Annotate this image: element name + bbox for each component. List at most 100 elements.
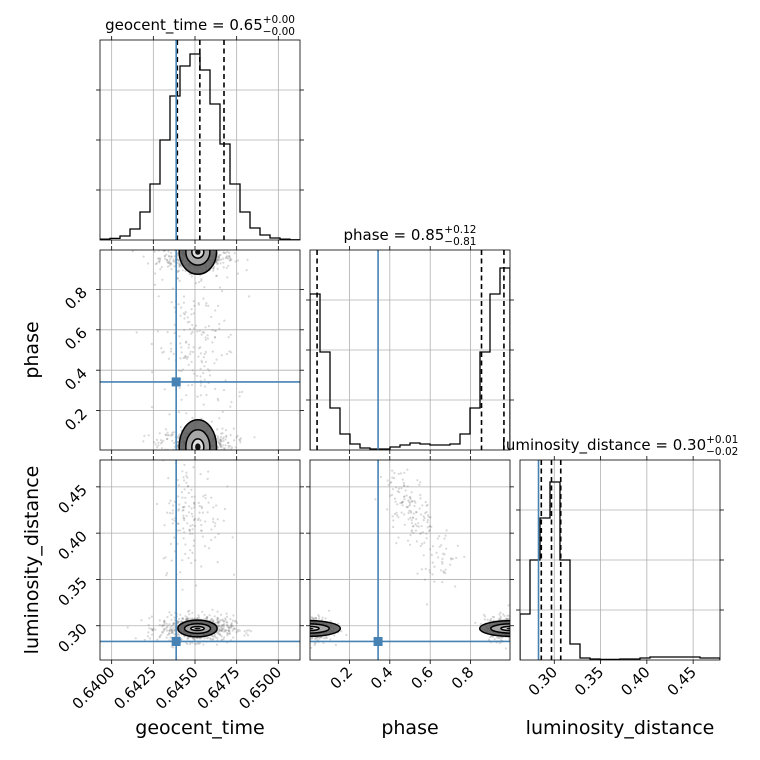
scatter-point [150,342,153,346]
scatter-point [191,551,194,555]
scatter-point [423,578,426,581]
scatter-point [403,484,406,487]
scatter-point [511,634,513,636]
y-tick-label: 0.8 [61,283,91,313]
scatter-point [181,617,184,620]
scatter-point [215,274,218,277]
scatter-point [223,507,227,511]
scatter-point [219,445,222,448]
scatter-point [514,627,516,629]
scatter-point [169,626,172,629]
x-tick-label: 0.40 [617,663,653,699]
scatter-point [188,609,191,613]
scatter-point [227,626,230,629]
scatter-point [222,628,225,631]
scatter-point [409,516,412,520]
scatter-point [220,354,223,357]
scatter-point [190,275,193,278]
scatter-point [164,556,167,559]
scatter-point [177,303,180,306]
scatter-point [503,614,506,618]
scatter-point [414,523,417,526]
scatter-point [161,452,163,454]
scatter-point [205,302,208,305]
scatter-point [226,634,229,637]
scatter-point [196,641,200,645]
scatter-point [211,619,214,622]
scatter-point [168,628,171,631]
scatter-point [208,369,211,372]
scatter-point [201,331,204,334]
scatter-point [224,630,227,633]
scatter-point [150,450,152,452]
scatter-point [201,243,203,245]
scatter-point [216,621,219,624]
scatter-point [207,636,210,639]
contour-line [190,625,205,632]
scatter-point [193,502,196,505]
scatter-point [151,371,154,374]
scatter-point [188,528,191,531]
scatter-point [213,451,215,453]
x-tick-label: 0.6475 [194,663,244,713]
scatter-point [162,624,165,627]
scatter-point [493,616,496,619]
scatter-point [182,312,185,315]
scatter-point [324,637,327,640]
scatter-point [438,545,441,548]
scatter-point [150,615,153,618]
scatter-point [219,443,222,446]
scatter-point [176,454,178,456]
scatter-point [229,405,232,408]
scatter-point [217,436,220,440]
scatter-point [303,635,305,637]
scatter-point [212,267,215,270]
scatter-point [511,632,513,634]
scatter-point [222,266,225,269]
scatter-point [226,276,229,279]
scatter-point [185,412,188,415]
scatter-point [415,518,418,521]
scatter-point [517,636,519,638]
scatter-point [486,618,489,621]
scatter-point [216,435,219,438]
scatter-point [168,413,171,416]
scatter-point [172,646,175,649]
scatter-point [216,453,218,455]
scatter-point [202,372,205,375]
scatter-point [208,248,210,250]
axes-frame [99,249,301,451]
scatter-point [421,504,424,507]
scatter-point [301,616,303,618]
scatter-point [164,428,168,431]
scatter-point [189,350,192,353]
scatter-point [165,457,167,459]
scatter-point [197,501,200,504]
scatter-point [169,542,172,546]
scatter-point [172,626,175,630]
scatter-point [209,450,211,452]
scatter-point [172,622,175,625]
scatter-point [511,630,513,632]
y-axis-label: luminosity_distance [21,466,43,655]
scatter-point [185,618,188,622]
scatter-point [222,257,225,260]
scatter-point [310,616,313,619]
scatter-point [210,528,213,531]
scatter-point [227,628,230,632]
scatter-point [401,500,404,503]
scatter-point [211,455,213,457]
histogram-step [310,267,510,450]
scatter-point [224,379,227,382]
scatter-point [170,613,173,617]
scatter-point [158,636,161,639]
panel-title: phase = 0.85+0.12 −0.81 [344,224,477,248]
scatter-point [424,567,427,570]
scatter-point [433,580,436,583]
scatter-point [173,629,176,632]
scatter-point [217,455,219,457]
scatter-point [208,614,211,617]
scatter-point [217,399,220,402]
scatter-point [215,452,217,454]
scatter-point [228,632,231,635]
